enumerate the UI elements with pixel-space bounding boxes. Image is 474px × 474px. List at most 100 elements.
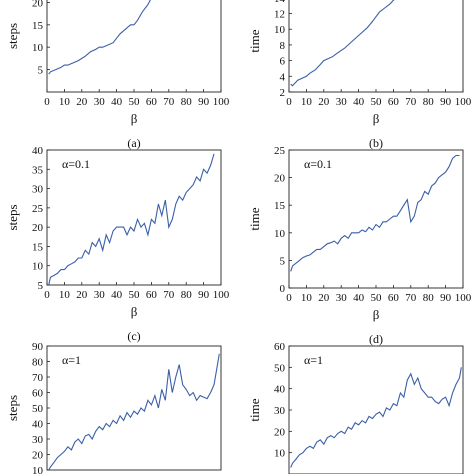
x-tick-label: 0 [44,289,50,301]
series-line [290,0,395,87]
x-tick-label: 40 [111,96,123,108]
x-tick-label: 40 [111,289,123,301]
series-line [48,353,220,470]
plot-frame [288,0,464,93]
y-tick-label: 0 [280,283,286,295]
y-tick-label: 15 [32,20,44,32]
x-tick-label: 90 [440,96,452,108]
y-tick-label: 30 [32,184,44,196]
x-tick-label: 10 [59,289,71,301]
x-tick-label: 70 [163,96,175,108]
x-tick-label: 20 [76,96,88,108]
series-line [48,0,151,75]
y-tick-label: 50 [274,362,286,374]
y-tick-label: 20 [32,222,44,234]
y-axis-label: steps [5,205,20,231]
panel-caption: (b) [369,136,383,150]
y-tick-label: 10 [32,42,44,54]
y-tick-label: 40 [32,419,44,431]
x-tick-label: 30 [94,96,106,108]
y-axis-label: time [247,207,262,230]
x-tick-label: 50 [371,96,383,108]
y-axis-label: steps [5,395,20,421]
chart-panel-e: 10 20 30 40 50 60 70 80 90 steps α=1 [5,341,222,474]
x-tick-label: 50 [371,292,383,304]
x-axis-label: β [131,304,138,319]
y-tick-label: 2 [280,87,286,99]
y-tick-label: 20 [32,450,44,462]
y-tick-label: 5 [38,280,44,292]
x-tick-label: 60 [146,289,158,301]
x-tick-label: 70 [163,289,175,301]
x-tick-label: 100 [455,96,472,108]
y-tick-label: 70 [32,372,44,384]
x-tick-label: 40 [353,96,365,108]
chart-panel-f: 10 20 30 40 50 60 time α=1 [247,341,464,474]
x-tick-label: 100 [213,289,230,301]
alpha-annotation: α=1 [62,353,81,367]
y-tick-label: 25 [32,203,44,215]
y-tick-label: 10 [32,465,44,474]
x-tick-label: 10 [301,96,313,108]
alpha-annotation: α=0.1 [62,157,90,171]
x-tick-label: 20 [318,96,330,108]
x-tick-label: 90 [198,289,210,301]
alpha-annotation: α=0.1 [304,157,332,171]
y-tick-label: 15 [32,241,44,253]
y-tick-label: 10 [274,228,286,240]
y-tick-label: 20 [32,0,44,9]
y-tick-label: 8 [280,40,286,52]
y-tick-label: 30 [32,434,44,446]
chart-panel-a: 5 10 15 20 0 10 20 30 40 50 60 70 80 90 100 steps β (a) [5,0,230,150]
x-tick-label: 0 [44,96,50,108]
y-tick-label: 30 [274,405,286,417]
chart-panel-d: 0 5 10 15 20 25 0 10 20 30 40 50 60 70 80 90 100 time β (d)… [247,145,472,346]
series-line [290,154,460,272]
x-tick-label: 80 [423,292,435,304]
y-tick-label: 5 [38,65,44,77]
x-tick-label: 60 [146,96,158,108]
y-tick-label: 6 [280,56,286,68]
y-tick-label: 10 [32,261,44,273]
y-tick-label: 10 [274,24,286,36]
x-tick-label: 100 [213,96,230,108]
y-axis-label: steps [5,23,20,49]
y-tick-label: 12 [274,9,285,21]
x-tick-label: 80 [181,289,193,301]
x-axis-label: β [373,111,380,126]
x-tick-label: 90 [440,292,452,304]
x-tick-label: 30 [94,289,106,301]
plot-frame [46,0,222,93]
y-tick-label: 10 [274,448,286,460]
x-tick-label: 10 [59,96,71,108]
y-axis-label: time [247,398,262,421]
chart-panel-c: 5 10 15 20 25 30 35 40 0 10 20 30 40 50 60 70 80 90 100 ste… [5,145,230,343]
x-axis-label: β [373,307,380,322]
x-tick-label: 10 [301,292,313,304]
y-tick-label: 20 [274,426,286,438]
x-tick-label: 80 [423,96,435,108]
x-tick-label: 100 [455,292,472,304]
panel-caption: (d) [369,332,383,346]
series-line [48,153,215,285]
y-tick-label: 40 [274,384,286,396]
x-tick-label: 70 [405,96,417,108]
y-tick-label: 4 [280,71,286,83]
y-tick-label: 25 [274,145,286,157]
series-line [290,367,462,468]
alpha-annotation: α=1 [304,353,323,367]
x-tick-label: 60 [388,292,400,304]
y-tick-label: 35 [32,164,44,176]
x-tick-label: 80 [181,96,193,108]
y-tick-label: 14 [274,0,286,5]
y-tick-label: 60 [274,341,286,353]
x-tick-label: 40 [353,292,365,304]
panel-caption: (c) [127,329,140,343]
x-tick-label: 50 [129,96,141,108]
x-tick-label: 0 [286,292,292,304]
x-tick-label: 50 [129,289,141,301]
x-tick-label: 60 [388,96,400,108]
x-tick-label: 0 [286,96,292,108]
